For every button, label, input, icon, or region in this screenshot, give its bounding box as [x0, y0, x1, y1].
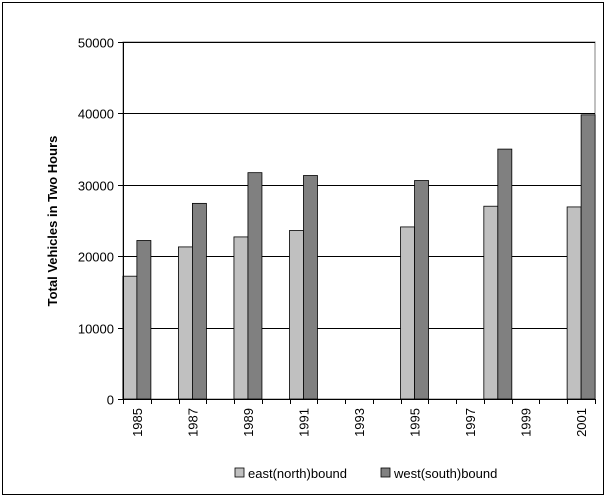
y-tick-label: 50000 [78, 36, 114, 51]
y-tick-label: 30000 [78, 179, 114, 194]
x-tick-label: 1993 [352, 408, 367, 437]
bar-1985-eastbound [122, 275, 138, 400]
y-tick-label: 0 [107, 393, 114, 408]
legend-swatch-westbound [380, 467, 391, 478]
bars [122, 114, 596, 400]
legend-label-westbound: west(south)bound [393, 466, 497, 481]
bar-1987-westbound [192, 202, 207, 400]
bar-1987-eastbound [178, 246, 193, 400]
x-tick-label: 1989 [241, 408, 256, 437]
x-tick-label: 1999 [519, 408, 534, 437]
y-tick-label: 10000 [78, 322, 114, 337]
legend: east(north)bound west(south)bound [234, 466, 497, 481]
x-tick-label: 2001 [574, 408, 589, 437]
x-tick-label: 1995 [408, 408, 423, 437]
y-axis-title: Total Vehicles in Two Hours [45, 136, 60, 307]
legend-swatch-eastbound [234, 467, 245, 478]
y-tick-labels: 0 10000 20000 30000 40000 50000 [78, 36, 114, 408]
bar-1985-westbound [136, 240, 152, 400]
y-tick-label: 40000 [78, 107, 114, 122]
bar-2001-westbound [580, 114, 596, 400]
bar-1991-westbound [303, 175, 318, 400]
bar-1995-westbound [414, 180, 429, 400]
x-tick-label: 1985 [130, 408, 145, 437]
bar-1991-eastbound [289, 230, 304, 400]
bar-1998-westbound [497, 148, 513, 400]
bar-1998-eastbound [483, 205, 499, 400]
x-tick-labels: 1985 1987 1989 1991 1993 1995 1997 1999 2001 [130, 408, 589, 437]
bar-1995-eastbound [400, 226, 415, 400]
x-tick-label: 1991 [296, 408, 311, 437]
axes [118, 42, 596, 404]
bar-2001-eastbound [566, 206, 582, 400]
bar-1989-westbound [247, 172, 263, 400]
bar-1989-eastbound [233, 236, 249, 400]
legend-label-eastbound: east(north)bound [248, 466, 347, 481]
x-tick-label: 1987 [185, 408, 200, 437]
y-tick-label: 20000 [78, 250, 114, 265]
x-tick-label: 1997 [463, 408, 478, 437]
